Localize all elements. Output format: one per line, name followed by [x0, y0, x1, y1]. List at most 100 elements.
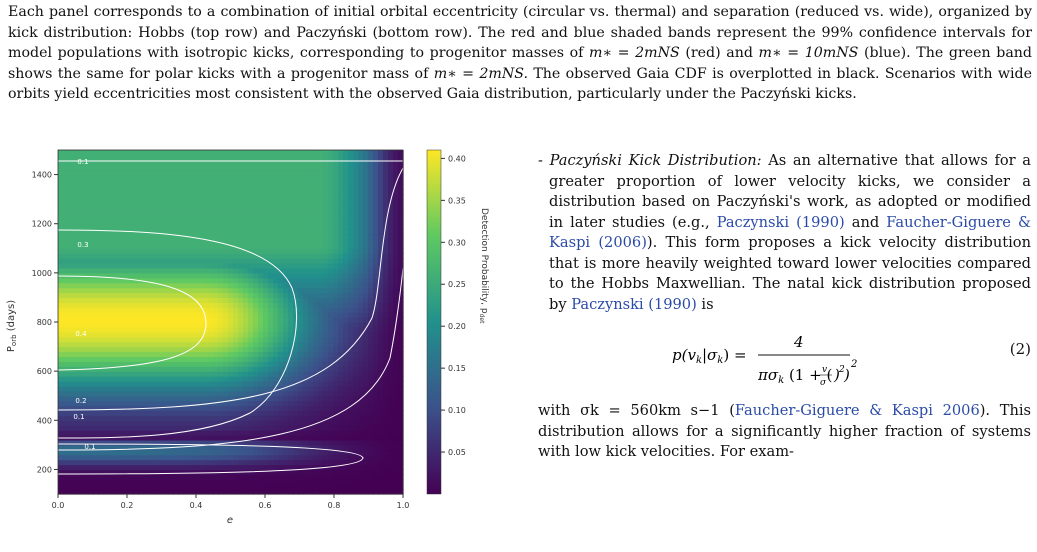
heatmap-cell [148, 420, 154, 426]
heatmap-cell [373, 395, 379, 402]
detection-probability-figure: 0.1 0.3 0.4 0.2 0.1 0.1 0.0 0.2 0.4 0.6 0.8 1.0 20… [0, 148, 520, 552]
heatmap-cell [188, 459, 194, 466]
heatmap-cell [248, 474, 254, 480]
heatmap-cell [268, 189, 274, 195]
heatmap-cell [248, 199, 254, 205]
heatmap-cell [203, 336, 209, 343]
heatmap-cell [233, 204, 239, 210]
heatmap-cell [398, 317, 404, 323]
heatmap-cell [353, 435, 359, 441]
heatmap-cell [168, 385, 174, 392]
heatmap-cell [58, 179, 64, 185]
heatmap-cell [363, 420, 369, 426]
heatmap-cell [283, 464, 289, 471]
citation-year-paczynski-2[interactable]: (1990) [648, 295, 697, 313]
heatmap-cell [128, 267, 134, 274]
heatmap-cell [353, 204, 359, 210]
heatmap-cell [333, 233, 339, 240]
heatmap-cell [293, 484, 299, 490]
heatmap-cell [253, 150, 259, 156]
heatmap-cell [243, 474, 249, 480]
heatmap-cell [143, 449, 149, 456]
heatmap-cell [348, 199, 354, 205]
heatmap-cell [98, 302, 104, 308]
heatmap-cell [248, 159, 254, 166]
heatmap-cell [163, 218, 169, 225]
citation-year-faucher[interactable]: (2006) [598, 234, 647, 251]
heatmap-cell [123, 154, 129, 161]
citation-link-paczynski-2[interactable]: Paczynski [571, 295, 644, 313]
heatmap-cell [353, 213, 359, 220]
heatmap-cell [228, 346, 234, 353]
heatmap-cell [348, 282, 354, 289]
heatmap-cell [338, 361, 344, 367]
heatmap-cell [378, 361, 384, 367]
heatmap-cell [273, 415, 279, 421]
heatmap-cell [193, 238, 199, 244]
heatmap-cell [218, 322, 224, 328]
heatmap-cell [103, 179, 109, 185]
heatmap-cell [373, 238, 379, 244]
heatmap-cell [308, 159, 314, 166]
heatmap-cell [63, 199, 69, 205]
heatmap-cell [323, 400, 329, 407]
heatmap-cell [113, 420, 119, 426]
heatmap-cell [98, 238, 104, 244]
heatmap-cell [63, 444, 69, 451]
heatmap-cell [283, 371, 289, 377]
heatmap-cell [348, 248, 354, 254]
heatmap-cell [113, 179, 119, 185]
heatmap-cell [208, 395, 214, 402]
heatmap-cell [138, 326, 144, 333]
heatmap-cell [138, 287, 144, 294]
heatmap-cell [203, 243, 209, 249]
heatmap-cell [63, 454, 69, 461]
heatmap-cell [258, 179, 264, 185]
heatmap-cell [293, 439, 299, 446]
heatmap-cell [303, 287, 309, 294]
heatmap-cell [258, 410, 264, 416]
heatmap-cell [273, 435, 279, 441]
heatmap-cell [328, 479, 334, 485]
heatmap-cell [228, 326, 234, 333]
heatmap-cell [328, 405, 334, 412]
heatmap-cell [318, 248, 324, 254]
heatmap-cell [253, 435, 259, 441]
heatmap-cell [338, 218, 344, 225]
heatmap-cell [243, 425, 249, 431]
heatmap-cell [183, 307, 189, 313]
sigma-paragraph: with σk = 560km s−1 (Faucher-Giguere & K… [538, 401, 1031, 463]
heatmap-cell [393, 317, 399, 323]
heatmap-cell [358, 489, 364, 495]
heatmap-cell [63, 464, 69, 471]
heatmap-cell [283, 238, 289, 244]
heatmap-cell [353, 272, 359, 279]
citation-link-faucher[interactable]: Faucher-Giguere & Kaspi [549, 213, 1032, 252]
heatmap-cell [228, 425, 234, 431]
heatmap-cell [178, 243, 184, 249]
heatmap-cell [138, 272, 144, 279]
heatmap-cell [183, 469, 189, 475]
heatmap-cell [383, 430, 389, 436]
heatmap-cell [203, 376, 209, 382]
citation-year-paczynski[interactable]: (1990) [796, 213, 845, 231]
heatmap-cell [318, 380, 324, 387]
heatmap-cell [133, 317, 139, 323]
contour-labels: 0.10.30.40.20.10.1 [73, 158, 95, 451]
heatmap-cell [398, 356, 404, 362]
heatmap-cell [328, 439, 334, 446]
heatmap-cell [178, 439, 184, 446]
heatmap-cell [168, 435, 174, 441]
heatmap-cell [243, 385, 249, 392]
heatmap-cell [378, 272, 384, 279]
heatmap-cell [158, 258, 164, 264]
citation-link-paczynski[interactable]: Paczynski [716, 213, 790, 231]
heatmap-cell [163, 277, 169, 284]
citation-link-faucher-2006[interactable]: Faucher-Giguere & Kaspi 2006 [734, 402, 980, 419]
heatmap-cell [203, 238, 209, 244]
heatmap-cell [228, 204, 234, 210]
heatmap-cell [303, 351, 309, 357]
heatmap-cell [313, 361, 319, 367]
heatmap-cell [118, 213, 124, 220]
heatmap-cell [143, 154, 149, 161]
